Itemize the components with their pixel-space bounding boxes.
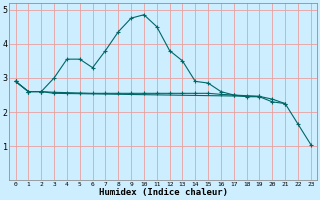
X-axis label: Humidex (Indice chaleur): Humidex (Indice chaleur) bbox=[99, 188, 228, 197]
